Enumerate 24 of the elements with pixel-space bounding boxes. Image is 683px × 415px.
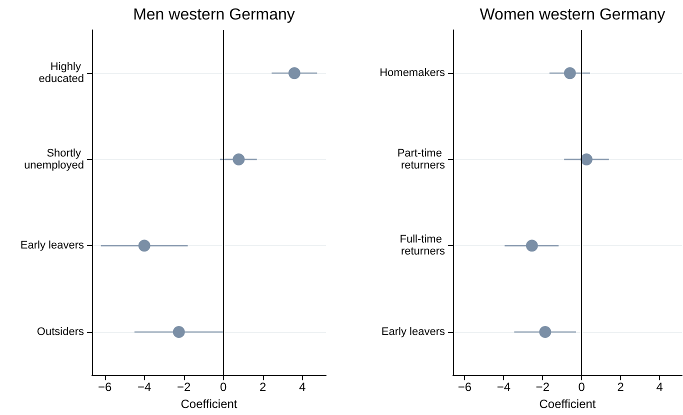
x-tick-label: −6	[98, 380, 112, 394]
x-axis-title: Coefficient	[539, 397, 596, 411]
x-tick-label: 2	[617, 380, 624, 394]
y-tick-label: Shortly unemployed	[24, 147, 84, 172]
chart-title: Women western Germany	[480, 6, 666, 24]
y-tick-label: Early leavers	[20, 240, 84, 252]
x-tick-label: 4	[656, 380, 664, 394]
x-tick-label: 0	[220, 380, 227, 394]
y-tick-label: Homemakers	[380, 67, 446, 80]
y-tick-label: Highly educated	[38, 61, 84, 86]
x-tick-label: −2	[176, 380, 191, 394]
chart-title: Men western Germany	[133, 6, 295, 24]
x-tick-label: 4	[298, 380, 306, 394]
x-tick-label: −4	[137, 380, 152, 394]
x-tick-label: 2	[259, 380, 266, 394]
x-tick-label: 0	[578, 380, 586, 394]
y-tick-label: Outsiders	[36, 326, 84, 338]
x-tick-label: −4	[496, 380, 511, 394]
x-tick-label: −6	[458, 380, 472, 394]
x-tick-label: −2	[536, 380, 550, 394]
y-tick-label: Part-time returners	[397, 147, 446, 172]
y-tick-label: Early leavers	[381, 326, 446, 338]
x-axis-title: Coefficient	[180, 397, 238, 411]
y-tick-label: Full-time returners	[400, 234, 446, 258]
